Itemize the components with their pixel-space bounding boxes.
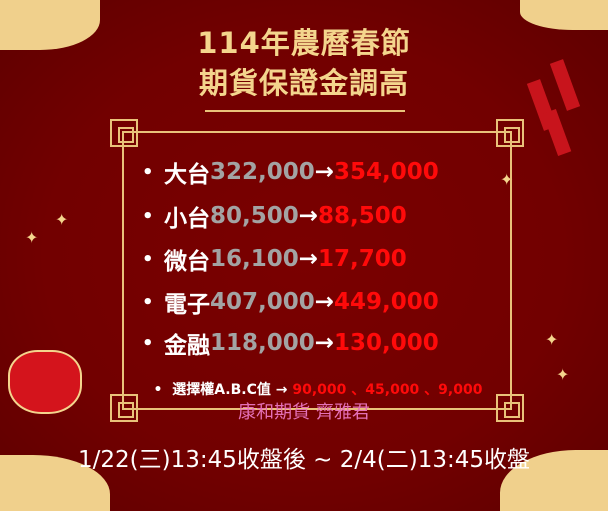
old-margin: 80,500 [210,203,299,229]
options-row: • 選擇權A.B.C值 → 90,000 、45,000 、9,000 [153,382,483,398]
signature: 康和期貨 齊雅君 [238,402,370,423]
product-name: 金融 [164,333,210,359]
old-margin: 16,100 [210,246,299,272]
sparkle-icon: ✦ [55,210,69,229]
new-margin: 354,000 [334,159,439,185]
new-margin: 449,000 [334,289,439,315]
product-name: 電子 [164,292,210,318]
title-line-2: 期貨保證金調高 [198,66,409,100]
arrow: → [314,159,335,185]
lucky-bag-icon [8,350,82,414]
old-margin: 322,000 [210,159,315,185]
arrow: → [314,330,335,356]
margin-row-electronics: • 電子 407,000 → 449,000 [142,285,439,319]
arrow: → [314,289,335,315]
title-line-1: 114年農曆春節 [197,26,411,60]
sparkle-icon: ✦ [556,365,570,384]
new-margin: 88,500 [318,203,407,229]
margin-row-big-taiex: • 大台 322,000 → 354,000 [142,155,439,189]
margin-row-mini-taiex: • 小台 80,500 → 88,500 [142,199,407,233]
product-name: 小台 [164,206,210,232]
new-margin: 17,700 [318,246,407,272]
effective-period: 1/22(三)13:45收盤後 ~ 2/4(二)13:45收盤 [77,447,530,473]
product-name: 大台 [164,162,210,188]
margin-row-micro-taiex: • 微台 16,100 → 17,700 [142,242,407,276]
options-name: 選擇權A.B.C值 [172,382,271,398]
title-underline [205,110,405,112]
arrow: → [275,382,288,398]
sparkle-icon: ✦ [545,330,559,349]
frame [110,119,524,422]
margin-row-finance: • 金融 118,000 → 130,000 [142,326,439,360]
arrow: → [298,203,319,229]
options-values: 90,000 、45,000 、9,000 [292,382,483,398]
arrow: → [298,246,319,272]
sparkle-icon: ✦ [25,228,39,247]
old-margin: 118,000 [210,330,315,356]
product-name: 微台 [164,249,210,275]
new-margin: 130,000 [334,330,439,356]
old-margin: 407,000 [210,289,315,315]
